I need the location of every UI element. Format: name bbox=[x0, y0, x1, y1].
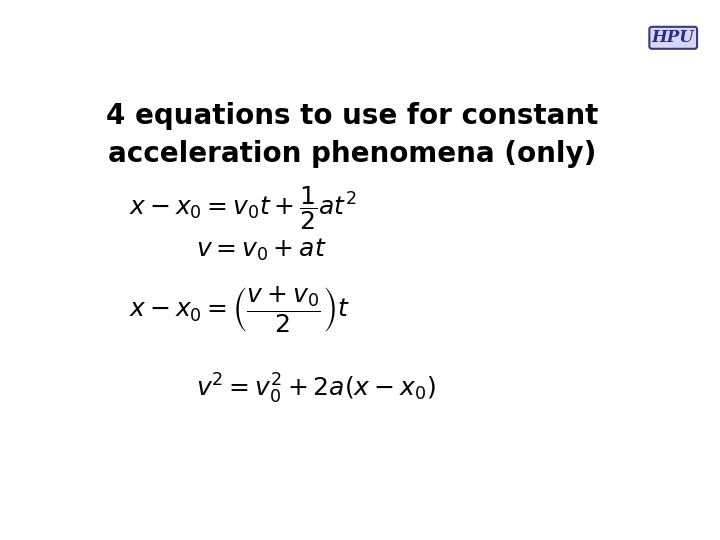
Text: $x - x_0 = v_0t + \dfrac{1}{2}at^2$: $x - x_0 = v_0t + \dfrac{1}{2}at^2$ bbox=[129, 184, 357, 232]
Text: $x - x_0 = \left(\dfrac{v + v_0}{2}\right)t$: $x - x_0 = \left(\dfrac{v + v_0}{2}\righ… bbox=[129, 285, 350, 335]
Text: acceleration phenomena (only): acceleration phenomena (only) bbox=[108, 140, 596, 167]
Text: 4 equations to use for constant: 4 equations to use for constant bbox=[106, 102, 598, 130]
Text: $v^2 = v_0^2 + 2a(x - x_0)$: $v^2 = v_0^2 + 2a(x - x_0)$ bbox=[196, 372, 436, 406]
Text: HPU: HPU bbox=[652, 29, 695, 46]
Text: $v = v_0 + at$: $v = v_0 + at$ bbox=[196, 237, 327, 263]
